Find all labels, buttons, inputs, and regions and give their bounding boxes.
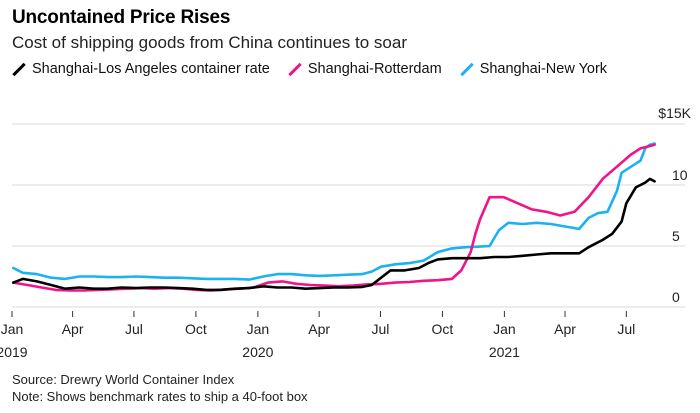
y-tick-label: 5 [672, 228, 680, 244]
legend-label: Shanghai-Los Angeles container rate [32, 61, 270, 77]
x-tick-label: Jul [125, 321, 143, 337]
series-line-rotterdam [12, 143, 656, 292]
x-tick-label: Jan [1, 321, 24, 337]
x-tick-label: Jan [247, 321, 270, 337]
y-axis-unit-label: $15K [658, 105, 691, 121]
legend: Shanghai-Los Angeles container rate Shan… [12, 61, 621, 80]
x-year-label: 2021 [489, 344, 520, 360]
legend-item-new-york: Shanghai-New York [460, 61, 607, 77]
x-tick-label: Apr [308, 321, 330, 337]
y-tick-label: 10 [672, 167, 688, 183]
chart-notes: Source: Drewry World Container Index Not… [12, 371, 308, 405]
x-tick-label: Oct [185, 321, 207, 337]
chart-subtitle: Cost of shipping goods from China contin… [12, 33, 408, 52]
source-note: Source: Drewry World Container Index [12, 372, 235, 387]
chart-title: Uncontained Price Rises [12, 7, 231, 28]
x-tick-label: Oct [432, 321, 454, 337]
x-tick-label: Jan [493, 321, 516, 337]
y-tick-label: 0 [672, 289, 680, 305]
x-year-label: 2020 [242, 344, 273, 360]
legend-item-los-angeles: Shanghai-Los Angeles container rate [12, 61, 270, 77]
x-tick-label: Jul [372, 321, 390, 337]
x-tick-label: Apr [554, 321, 576, 337]
footnote: Note: Shows benchmark rates to ship a 40… [12, 389, 308, 404]
series-line-los-angeles [12, 177, 656, 292]
x-tick-label: Apr [62, 321, 84, 337]
legend-label: Shanghai-Rotterdam [307, 61, 442, 77]
x-tick-label: Jul [617, 321, 635, 337]
legend-label: Shanghai-New York [479, 61, 608, 77]
series-line-new-york [12, 142, 656, 281]
legend-item-rotterdam: Shanghai-Rotterdam [288, 61, 442, 77]
x-year-label: 2019 [0, 344, 28, 360]
